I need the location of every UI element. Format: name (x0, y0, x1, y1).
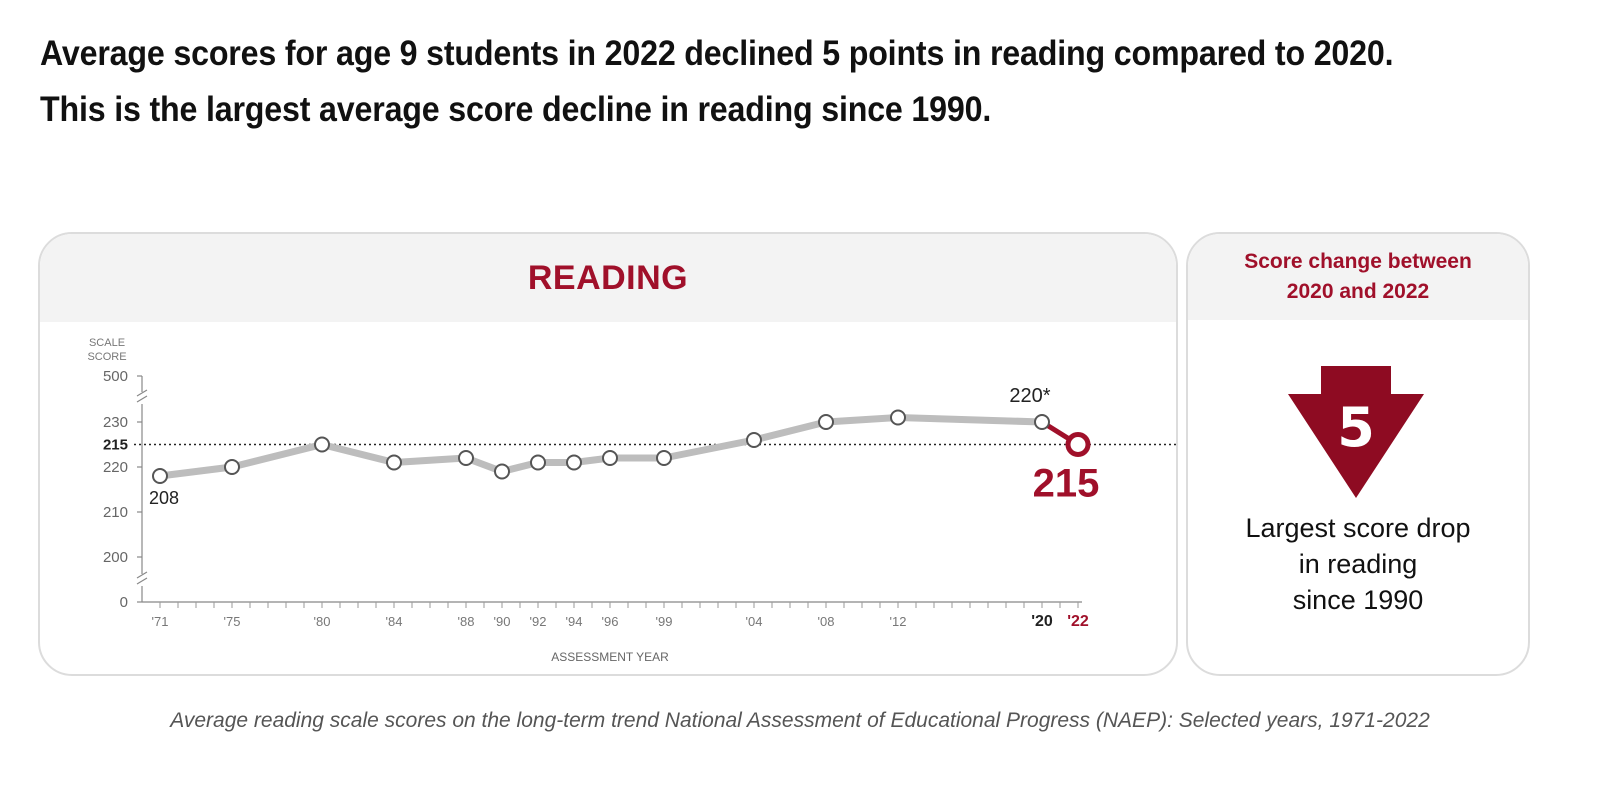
data-point (656, 450, 672, 466)
score-drop-line-3: since 1990 (1292, 585, 1424, 615)
x-tick-label: '08 (818, 614, 835, 629)
data-point (494, 463, 510, 480)
data-point (458, 450, 474, 466)
score-change-value: 5 (1337, 396, 1375, 459)
data-point (818, 414, 834, 430)
data-point (746, 432, 762, 448)
axis-break-bottom (136, 571, 148, 585)
x-tick-label: '88 (458, 614, 475, 629)
data-point (890, 409, 906, 426)
headline: Average scores for age 9 students in 202… (40, 26, 1457, 138)
x-tick-label: '12 (890, 614, 907, 629)
data-point (602, 450, 618, 466)
x-tick-label: '80 (314, 614, 331, 629)
score-change-title-line-1: Score change between (1244, 250, 1472, 273)
x-tick-label: '99 (656, 614, 673, 629)
reading-chart-panel: READING SCALE SCORE 500 230 220 210 200 0 '71 '75… (38, 232, 1178, 676)
data-point-2022 (1065, 432, 1091, 457)
headline-line-1: Average scores for age 9 students in 202… (40, 34, 1394, 73)
data-point (224, 459, 240, 475)
x-axis-label: ASSESSMENT YEAR (551, 650, 669, 664)
chart-header-band (40, 234, 1176, 322)
axis-break-top (136, 389, 148, 403)
score-drop-line-2: in reading (1298, 549, 1418, 579)
y-tick-label: 0 (120, 594, 128, 611)
score-change-title-line-2: 2020 and 2022 (1286, 280, 1430, 303)
chart-title: READING (527, 259, 689, 297)
data-point (386, 454, 402, 471)
score-change-title: Score change between 2020 and 2022 (1188, 247, 1528, 307)
data-label-2022: 215 (1033, 462, 1100, 506)
headline-line-2: This is the largest average score declin… (40, 90, 992, 129)
data-point (1034, 414, 1050, 430)
reference-line-label: 215 (103, 437, 128, 454)
x-tick-label: '75 (224, 614, 241, 629)
figure-caption: Average reading scale scores on the long… (170, 709, 1430, 732)
x-tick-label: '84 (386, 614, 403, 629)
x-tick-label: '94 (566, 614, 583, 629)
y-tick-label: 200 (103, 549, 128, 566)
data-point (152, 468, 168, 484)
score-change-panel: Score change between 2020 and 2022 5 Lar… (1186, 232, 1530, 676)
x-tick-label: '90 (494, 614, 511, 629)
y-tick-label: 230 (103, 414, 128, 431)
y-tick-label: 210 (103, 504, 128, 521)
reading-line-chart: SCALE SCORE 500 230 220 210 200 0 '71 '75 '80 '84 '8… (87, 337, 1176, 664)
down-arrow-icon: 5 (1288, 366, 1424, 498)
x-tick-label: '04 (746, 614, 763, 629)
data-label-1971: 208 (149, 488, 179, 508)
y-tick-label: 500 (103, 368, 128, 385)
y-axis-label-line-2: SCORE (87, 351, 126, 363)
data-point (314, 436, 330, 453)
score-drop-description: Largest score drop in reading since 1990 (1188, 510, 1528, 618)
x-tick-label: '71 (152, 614, 169, 629)
data-point (566, 454, 582, 471)
y-axis-label-line-1: SCALE (89, 337, 125, 349)
data-label-2020: 220* (1009, 385, 1050, 407)
data-point (530, 454, 546, 471)
score-drop-line-1: Largest score drop (1245, 513, 1471, 543)
y-tick-label: 220 (103, 459, 128, 476)
series-line (156, 414, 1046, 480)
score-change-header-band (1188, 234, 1528, 320)
x-tick-label: '92 (530, 614, 547, 629)
x-tick-label: '22 (1067, 613, 1089, 630)
x-tick-label: '96 (602, 614, 619, 629)
x-tick-label: '20 (1031, 613, 1053, 630)
